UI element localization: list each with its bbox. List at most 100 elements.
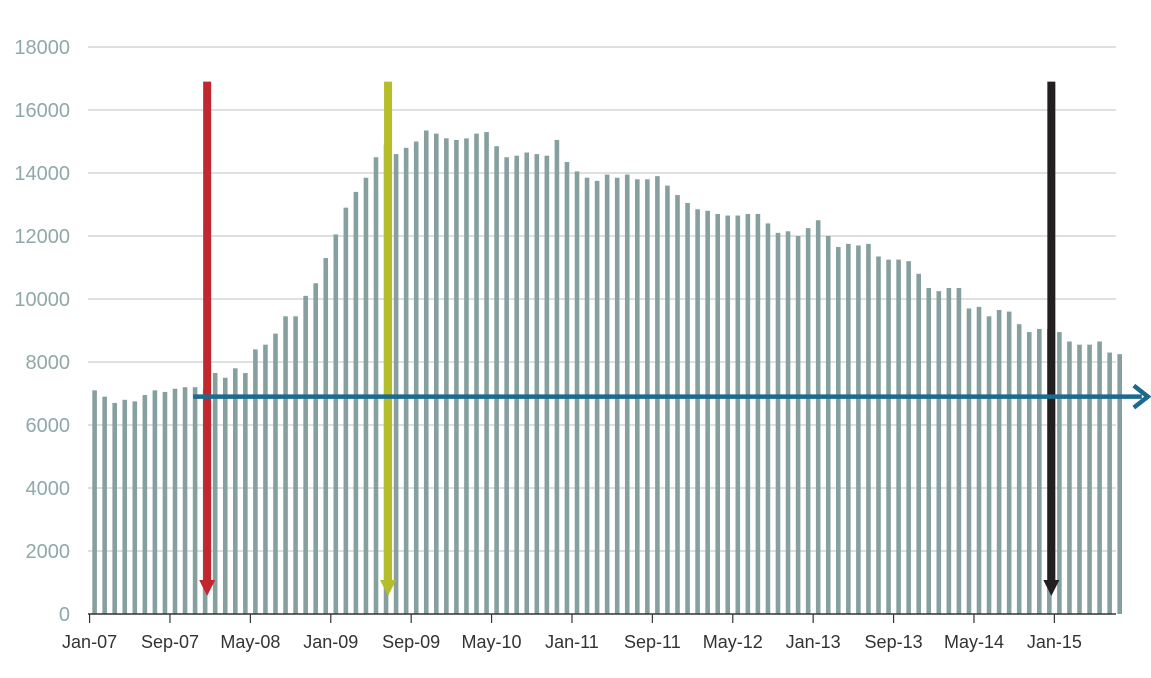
y-tick-label: 8000 <box>26 352 71 374</box>
bar <box>1097 341 1102 614</box>
y-tick-label: 4000 <box>26 478 71 500</box>
bar <box>253 349 258 614</box>
x-tick-label: Jan-15 <box>1027 632 1082 652</box>
y-tick-label: 16000 <box>14 100 70 122</box>
bar <box>976 306 982 614</box>
bar <box>1117 354 1122 614</box>
bar <box>574 171 580 615</box>
bar <box>856 245 861 614</box>
bar <box>665 185 670 614</box>
bar <box>182 387 188 614</box>
bar <box>484 132 489 615</box>
bar <box>946 287 952 614</box>
bar <box>504 157 509 614</box>
bar <box>685 202 690 615</box>
bar <box>393 154 399 614</box>
bar <box>705 210 710 615</box>
bar <box>624 174 630 614</box>
bar <box>876 256 881 614</box>
bar <box>1016 324 1022 614</box>
bar <box>725 215 731 614</box>
bar <box>1077 344 1082 614</box>
bar <box>152 390 158 614</box>
bar <box>906 261 911 614</box>
bar <box>785 231 791 614</box>
vertical-arrow <box>380 81 397 596</box>
x-tick-label: Sep-09 <box>382 632 440 652</box>
y-tick-label: 18000 <box>14 37 70 59</box>
bar <box>715 213 720 614</box>
bar <box>996 310 1002 614</box>
bar <box>1067 341 1072 614</box>
bar <box>795 236 801 614</box>
bar <box>353 191 359 614</box>
bar <box>343 207 349 614</box>
bar <box>564 161 570 614</box>
bar <box>986 316 992 614</box>
bar <box>464 138 469 614</box>
bar <box>735 215 741 614</box>
bar <box>695 209 700 614</box>
vertical-arrow <box>1043 81 1060 596</box>
bar <box>544 155 550 615</box>
bar <box>303 295 308 614</box>
bar <box>122 399 128 614</box>
bar <box>112 402 117 614</box>
x-tick-label: May-08 <box>220 632 280 652</box>
bar <box>815 220 821 614</box>
bar <box>524 152 530 614</box>
arrow-annotations <box>193 81 1151 596</box>
bar <box>805 228 811 614</box>
x-tick-label: Jan-07 <box>62 632 117 652</box>
bar <box>1057 332 1062 614</box>
bar <box>434 133 439 614</box>
bar <box>1037 328 1042 614</box>
bar <box>755 213 761 614</box>
bar <box>132 401 138 614</box>
x-tick-label: Jan-09 <box>303 632 358 652</box>
bar <box>675 195 680 615</box>
bar <box>263 344 268 614</box>
bar <box>514 155 519 615</box>
bar <box>1026 332 1032 614</box>
bar <box>896 259 901 614</box>
bar <box>192 387 198 614</box>
bar <box>92 390 97 614</box>
y-tick-label: 0 <box>59 604 70 626</box>
bar <box>494 146 499 614</box>
bar <box>273 333 278 614</box>
bar <box>373 157 379 614</box>
bar <box>775 232 781 614</box>
bar <box>474 133 479 614</box>
x-tick-label: May-12 <box>703 632 763 652</box>
bar <box>313 283 318 614</box>
y-tick-label: 10000 <box>14 289 70 311</box>
horizontal-arrow <box>193 383 1151 410</box>
bar <box>323 258 329 614</box>
bar <box>212 373 218 614</box>
bar <box>1107 352 1112 614</box>
bar <box>745 213 751 614</box>
y-tick-label: 2000 <box>26 541 71 563</box>
bar <box>423 130 429 614</box>
bar <box>222 377 228 614</box>
bar <box>444 138 449 614</box>
y-tick-label: 12000 <box>14 226 70 248</box>
bar <box>866 243 871 614</box>
bar <box>162 391 168 614</box>
bar <box>916 273 921 614</box>
bar <box>825 236 831 614</box>
bars <box>92 130 1122 615</box>
x-tick-label: May-14 <box>944 632 1004 652</box>
x-tick-label: Jan-13 <box>786 632 841 652</box>
vertical-arrow <box>199 81 216 596</box>
bar <box>102 396 107 614</box>
x-tick-label: Sep-11 <box>624 632 681 652</box>
gridlines <box>88 46 1116 552</box>
x-tick-label: May-10 <box>462 632 522 652</box>
bar <box>836 247 841 614</box>
bar <box>846 243 851 614</box>
bar <box>142 395 148 614</box>
x-axis-ticks: Jan-07 Sep-07 May-08 Jan-09 Sep-09 May-10 Jan-… <box>62 614 1082 652</box>
